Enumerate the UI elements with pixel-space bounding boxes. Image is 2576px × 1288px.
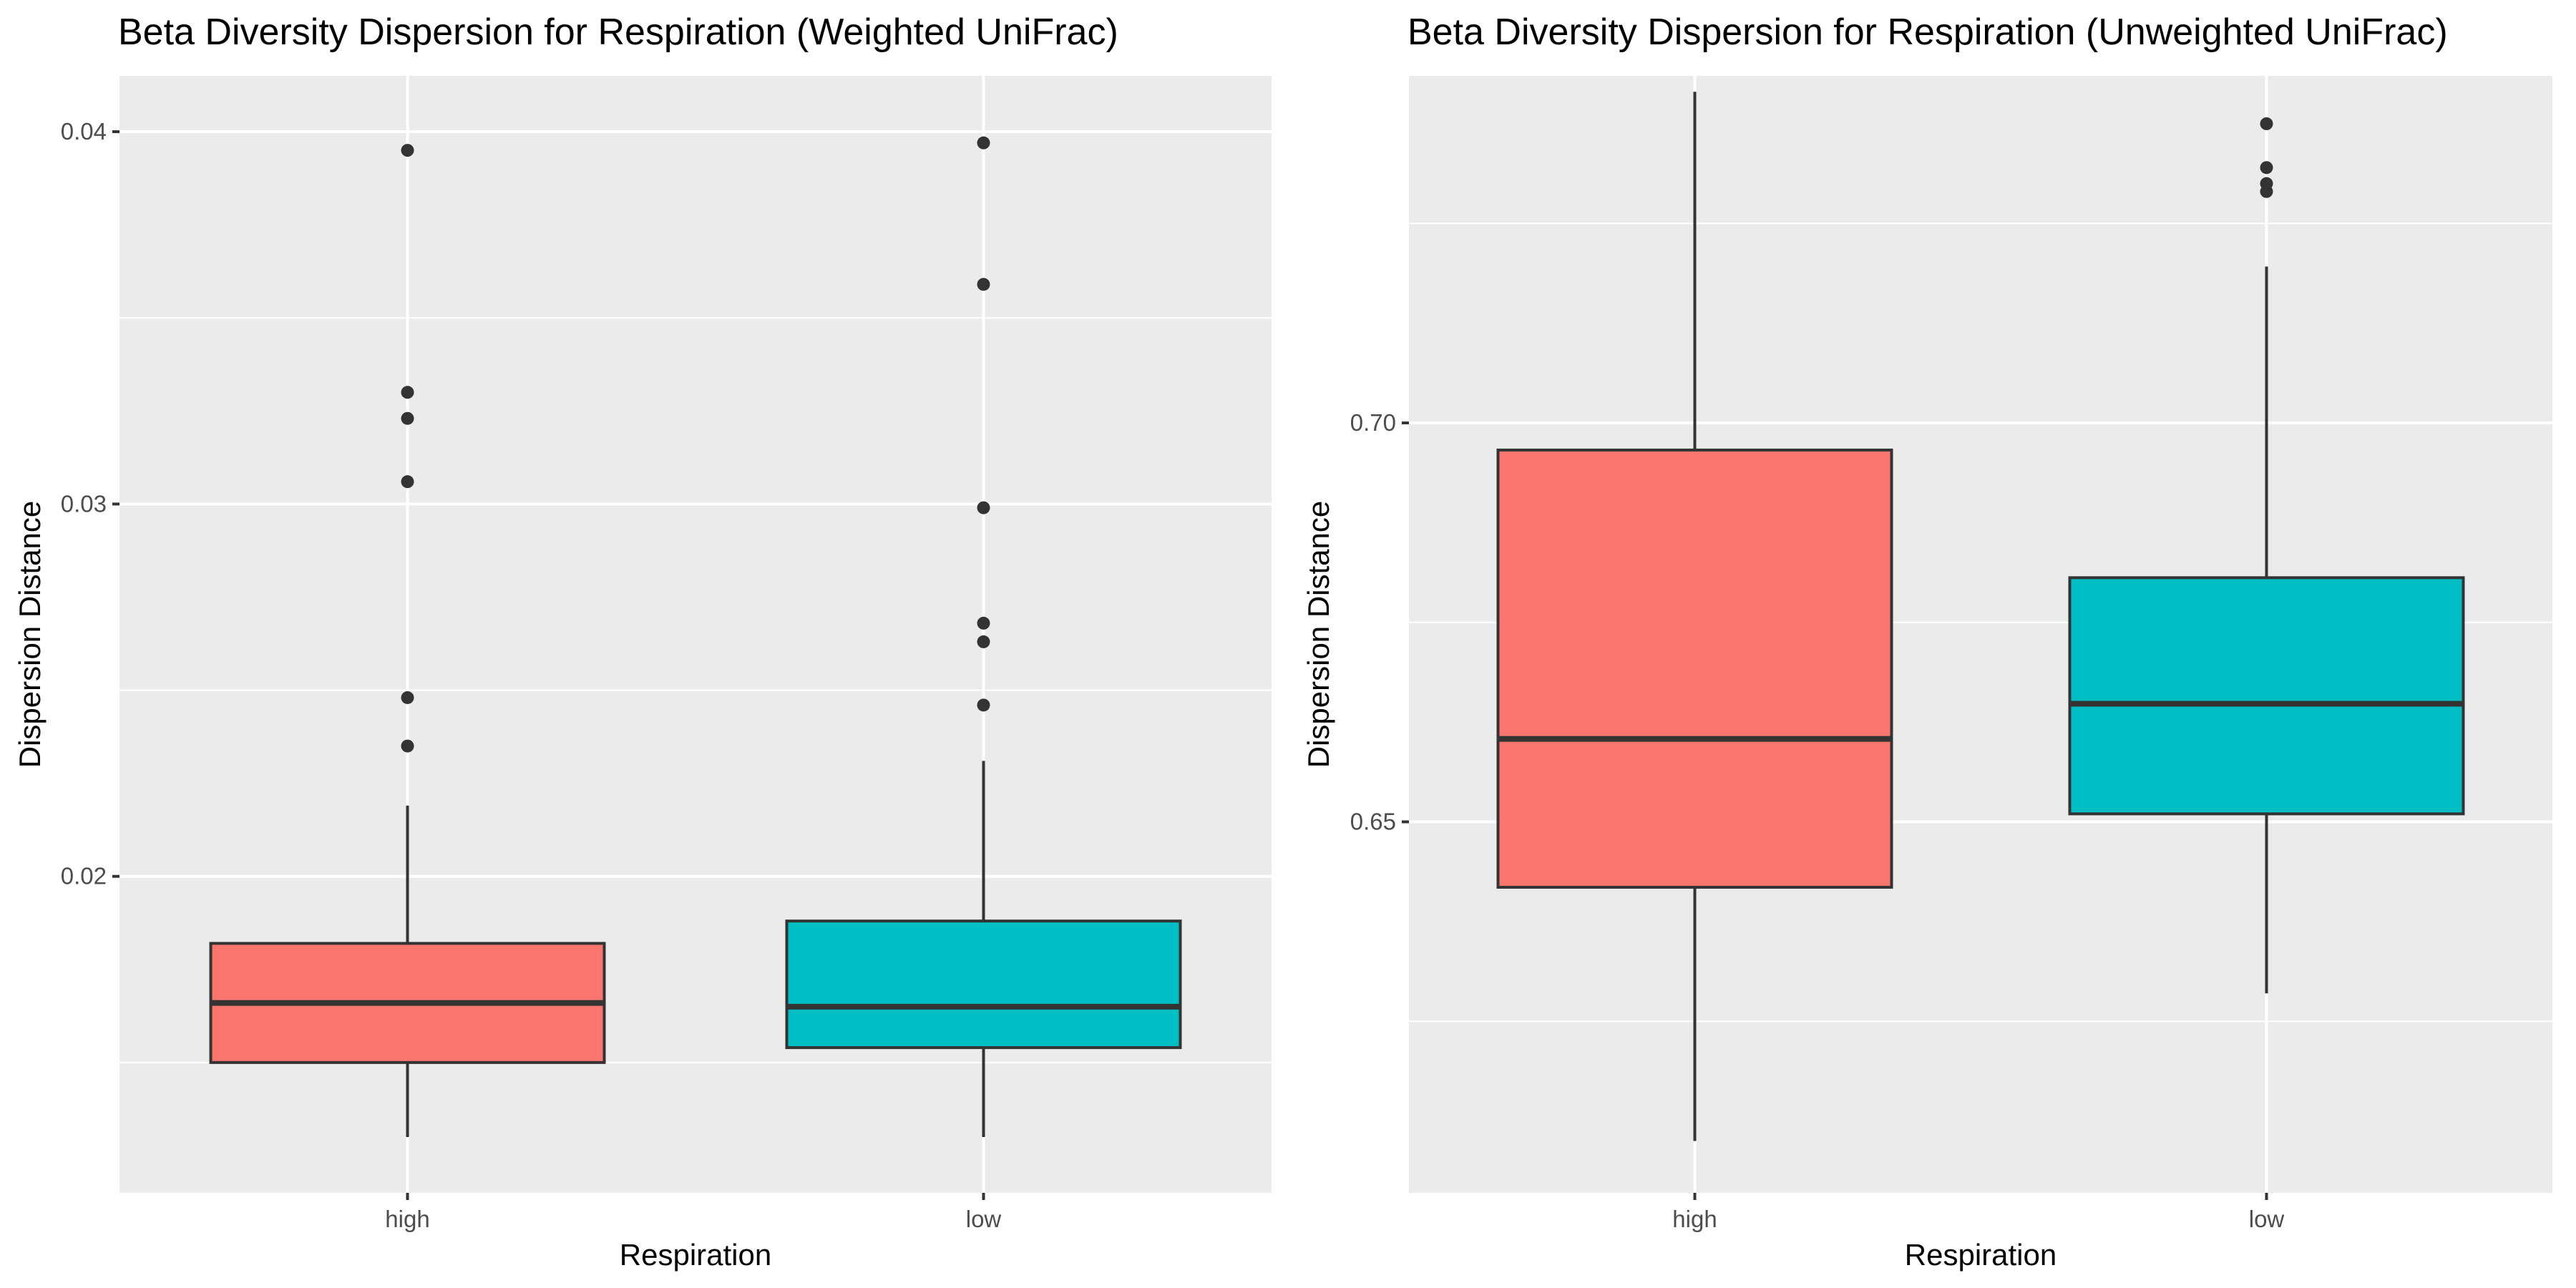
box-iqr (2068, 576, 2465, 816)
box-high (209, 144, 606, 1137)
outlier-point (977, 616, 990, 630)
outlier-point (977, 501, 990, 514)
y-tick-label: 0.65 (1350, 809, 1396, 835)
x-tick-label: high (1672, 1206, 1717, 1232)
chart-title: Beta Diversity Dispersion for Respiratio… (1407, 11, 2448, 53)
axis-ticks: 0.65 0.70 high low (1350, 409, 2285, 1232)
outlier-point (2260, 117, 2273, 130)
outlier-point (977, 698, 990, 712)
outlier-point (401, 739, 414, 753)
y-axis-title: Dispersion Distance (13, 501, 47, 769)
outlier-point (2260, 177, 2273, 190)
box-iqr (785, 919, 1182, 1050)
outlier-point (2260, 161, 2273, 175)
outlier-point (401, 144, 414, 157)
x-tick-label: high (385, 1206, 429, 1232)
outlier-point (977, 136, 990, 150)
chart-unweighted-unifrac: 0.65 0.70 high low Beta Diversity Dispersio… (1302, 11, 2552, 1272)
outlier-point (401, 475, 414, 489)
y-tick-label: 0.70 (1350, 409, 1396, 436)
boxplots (1496, 92, 2465, 1141)
axis-ticks: 0.02 0.03 0.04 high low (61, 118, 1002, 1232)
x-axis-title: Respiration (1905, 1238, 2057, 1272)
outlier-point (977, 278, 990, 291)
x-tick-label: low (2249, 1206, 2285, 1232)
chart-weighted-unifrac: 0.02 0.03 0.04 high low Beta Diversity Dispe… (13, 11, 1272, 1272)
y-axis-title: Dispersion Distance (1302, 501, 1335, 769)
outlier-point (401, 411, 414, 425)
y-tick-label: 0.02 (61, 863, 107, 889)
box-high (1496, 92, 1893, 1141)
x-tick-label: low (966, 1206, 1002, 1232)
box-low (2068, 117, 2465, 994)
box-low (785, 136, 1182, 1137)
outlier-point (977, 635, 990, 648)
outlier-point (401, 691, 414, 704)
outlier-point (401, 386, 414, 399)
y-tick-label: 0.04 (61, 118, 107, 145)
boxplots (209, 136, 1182, 1137)
chart-title: Beta Diversity Dispersion for Respiratio… (118, 11, 1118, 53)
x-axis-title: Respiration (620, 1238, 771, 1272)
y-tick-label: 0.03 (61, 490, 107, 517)
box-iqr (1496, 448, 1893, 889)
